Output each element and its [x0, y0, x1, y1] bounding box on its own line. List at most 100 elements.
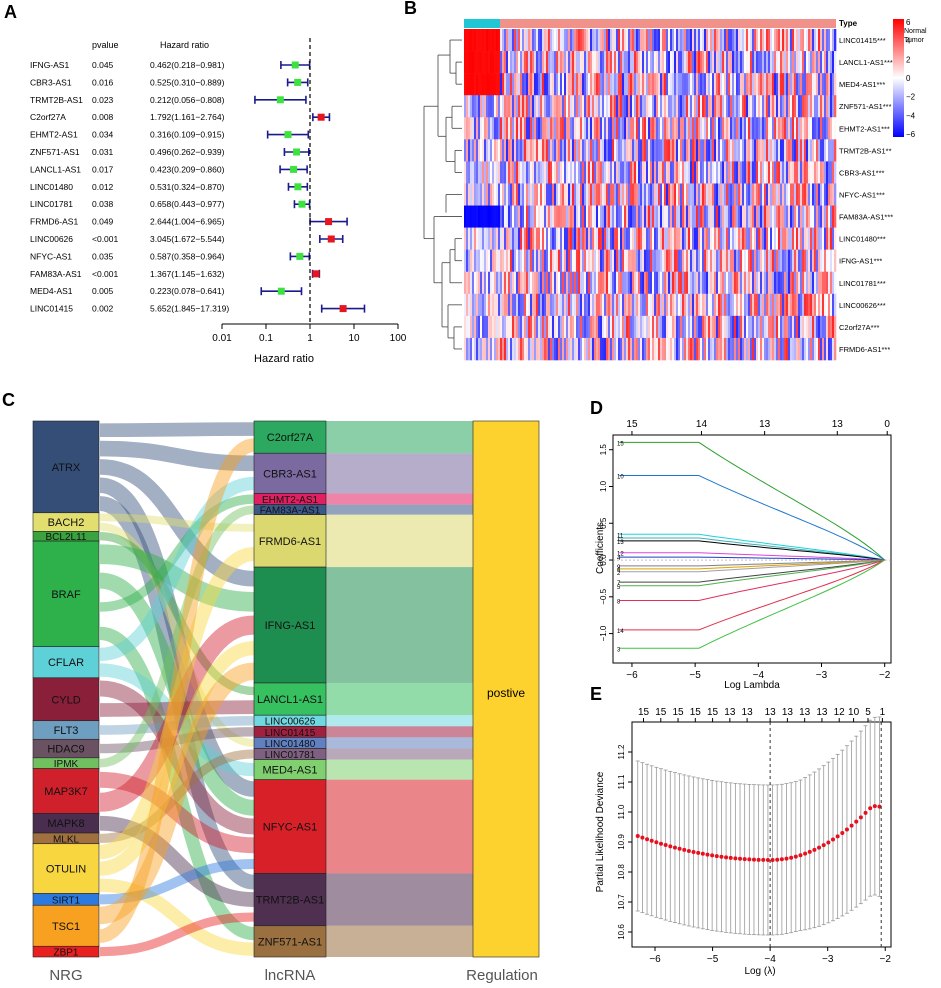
heatmap-cell — [676, 95, 679, 118]
heatmap-cell — [642, 271, 645, 295]
heatmap-cell — [732, 337, 735, 361]
heatmap-cell — [728, 249, 731, 273]
heatmap-cell — [530, 73, 533, 96]
heatmap-cell — [626, 51, 629, 74]
heatmap-cell — [516, 315, 519, 339]
heatmap-cell — [570, 249, 573, 273]
heatmap-cell — [616, 73, 619, 96]
heatmap-cell — [558, 51, 561, 74]
heatmap-cell — [614, 249, 617, 273]
heatmap-cell — [726, 51, 729, 74]
heatmap-cell — [732, 51, 735, 74]
heatmap-cell — [576, 95, 579, 118]
heatmap-cell — [684, 29, 687, 52]
heatmap-cell — [642, 161, 645, 184]
heatmap-cell — [654, 183, 657, 206]
heatmap-cell — [546, 29, 549, 52]
heatmap-cell — [638, 205, 641, 228]
heatmap-cell — [480, 95, 483, 118]
heatmap-cell — [506, 183, 509, 206]
heatmap-cell — [560, 161, 563, 184]
heatmap-cell — [750, 293, 753, 317]
heatmap-cell — [796, 51, 799, 74]
heatmap-cell — [758, 95, 761, 118]
heatmap-cell — [762, 337, 765, 361]
heatmap-cell — [584, 249, 587, 273]
heatmap-cell — [464, 51, 467, 74]
heatmap-cell — [782, 315, 785, 339]
heatmap-cell — [650, 73, 653, 96]
cv-point-group — [677, 773, 682, 925]
coefficient-path-label: 2 — [617, 571, 621, 577]
heatmap-cell — [794, 161, 797, 184]
sankey-lncrna-node: LANCL1-AS1 — [253, 682, 327, 716]
heatmap-cell — [824, 183, 827, 206]
heatmap-cell — [728, 51, 731, 74]
heatmap-cell — [556, 271, 559, 295]
forest-hr-text: 3.045(1.672−5.544) — [150, 234, 225, 244]
heatmap-cell — [806, 183, 809, 206]
sankey-nrg-node-label: MAP3K7 — [44, 786, 87, 798]
heatmap-cell — [734, 117, 737, 140]
heatmap-cell — [530, 293, 533, 317]
heatmap-cell — [548, 337, 551, 361]
heatmap-cell — [692, 95, 695, 118]
heatmap-cell — [744, 51, 747, 74]
sankey-lncrna-node: LINC01415 — [253, 725, 327, 739]
heatmap-cell — [498, 51, 501, 74]
heatmap-cell — [748, 117, 751, 140]
heatmap-cell — [640, 161, 643, 184]
heatmap-cell — [488, 161, 491, 184]
heatmap-cell — [530, 95, 533, 118]
heatmap-cell — [494, 337, 497, 361]
heatmap-cell — [718, 29, 721, 52]
heatmap-cell — [578, 29, 581, 52]
heatmap-cell — [744, 117, 747, 140]
heatmap-cell — [618, 29, 621, 52]
heatmap-cell — [834, 95, 837, 118]
heatmap-row — [464, 139, 837, 162]
heatmap-cell — [612, 73, 615, 96]
heatmap-cell — [536, 227, 539, 250]
cv-point-group — [803, 777, 808, 931]
heatmap-cell — [552, 139, 555, 162]
heatmap-cell — [644, 227, 647, 250]
cv-mean-point — [858, 815, 863, 820]
heatmap-cell — [598, 117, 601, 140]
heatmap-cell — [498, 249, 501, 273]
heatmap-cell — [754, 293, 757, 317]
heatmap-cell — [702, 29, 705, 52]
heatmap-cell — [774, 315, 777, 339]
heatmap-cell — [818, 161, 821, 184]
heatmap-cell — [540, 315, 543, 339]
coefficient-path-label: 7 — [617, 581, 621, 587]
heatmap-cell — [524, 271, 527, 295]
heatmap-cell — [660, 249, 663, 273]
heatmap-cell — [616, 29, 619, 52]
heatmap-cell — [752, 293, 755, 317]
heatmap-cell — [666, 183, 669, 206]
heatmap-row — [464, 315, 837, 339]
heatmap-cell — [652, 293, 655, 317]
heatmap-cell — [546, 73, 549, 96]
heatmap-cell — [468, 183, 471, 206]
heatmap-cell — [756, 161, 759, 184]
heatmap-cell — [760, 161, 763, 184]
forest-gene-label: CBR3-AS1 — [30, 77, 72, 87]
heatmap-cell — [486, 337, 489, 361]
heatmap-cell — [736, 73, 739, 96]
heatmap-cell — [608, 51, 611, 74]
heatmap-cell — [734, 95, 737, 118]
heatmap-cell — [596, 337, 599, 361]
heatmap-cell — [652, 315, 655, 339]
heatmap-cell — [704, 315, 707, 339]
heatmap-cell — [464, 271, 467, 295]
heatmap-cell — [522, 337, 525, 361]
heatmap-cell — [672, 95, 675, 118]
heatmap-cell — [588, 293, 591, 317]
heatmap-cell — [656, 315, 659, 339]
forest-x-tick-label: 10 — [348, 333, 360, 344]
e-top-tick-label: 13 — [742, 707, 754, 718]
heatmap-cell — [512, 315, 515, 339]
heatmap-cell — [808, 161, 811, 184]
